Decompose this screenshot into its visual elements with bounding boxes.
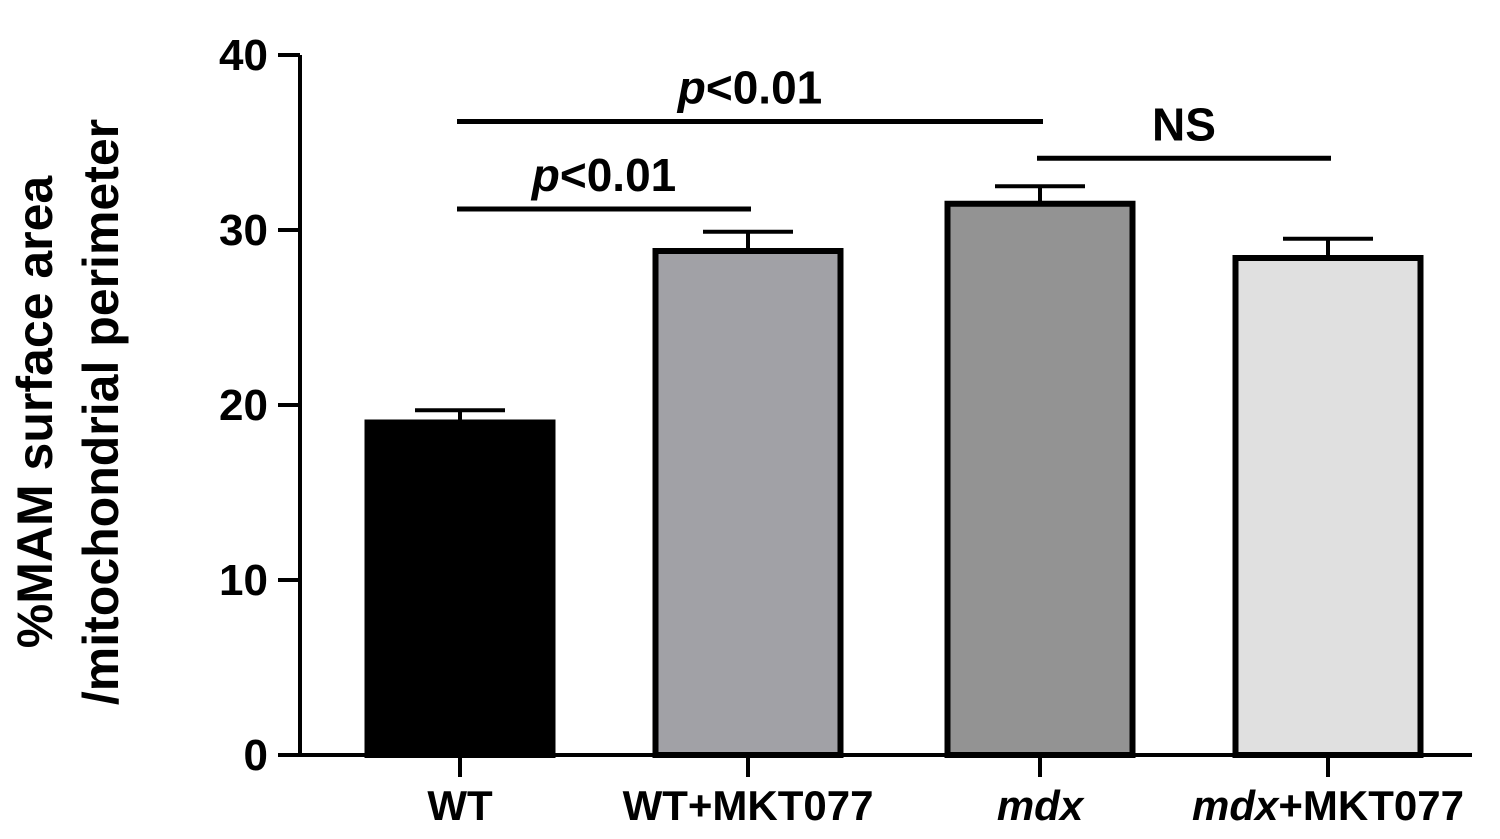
y-axis-label: %MAM surface area/mitochondrial perimete…	[7, 119, 129, 705]
y-tick-labels: 0 10 20 30 40	[219, 31, 268, 780]
significance-label: p<0.01	[530, 149, 677, 201]
y-tick-label: 20	[219, 381, 268, 430]
bar	[1232, 255, 1424, 758]
y-axis-label-line: %MAM surface area	[7, 175, 63, 649]
error-bars	[415, 184, 1373, 423]
significance-annotations: p<0.01 p<0.01 NS	[457, 62, 1331, 212]
significance-label: p<0.01	[676, 62, 823, 114]
bar	[944, 200, 1136, 758]
y-tick-label: 40	[219, 31, 268, 80]
y-axis-label-line: /mitochondrial perimeter	[73, 119, 129, 705]
bar	[364, 419, 556, 758]
y-tick-label: 30	[219, 206, 268, 255]
bar	[652, 248, 844, 758]
x-category-label: WT+MKT077	[623, 782, 874, 829]
y-tick-label: 0	[244, 731, 268, 780]
y-tick-label: 10	[219, 556, 268, 605]
significance-label: NS	[1152, 98, 1216, 150]
x-category-labels: WT WT+MKT077 mdx mdx+MKT077	[427, 782, 1464, 829]
x-category-label: WT	[427, 782, 493, 829]
x-category-label: mdx+MKT077	[1192, 782, 1464, 829]
x-category-label: mdx	[997, 782, 1085, 829]
bars	[364, 200, 1424, 758]
